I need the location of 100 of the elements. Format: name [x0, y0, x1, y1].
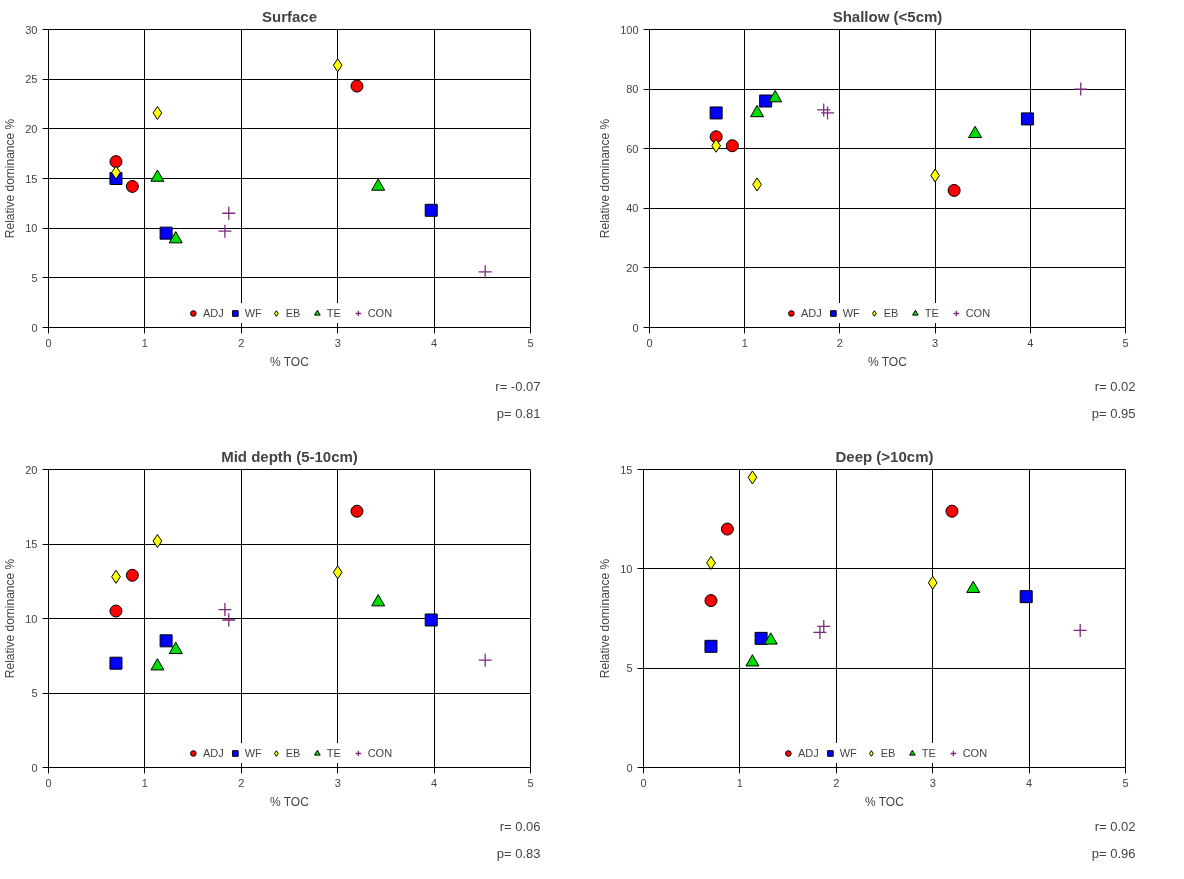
y-tick-label: 5 [31, 687, 38, 699]
x-tick-label: 3 [932, 336, 939, 349]
legend-label: EB [285, 307, 302, 319]
legend-label: WF [842, 307, 861, 319]
point [709, 106, 723, 120]
point [1073, 81, 1088, 97]
point [371, 594, 386, 607]
legend-label: CON [367, 747, 393, 759]
x-axis-title: % TOC [269, 794, 310, 809]
x-axis-title: % TOC [864, 794, 905, 809]
x-tick-label: 3 [334, 336, 341, 349]
point [945, 504, 959, 518]
point [109, 656, 123, 670]
legend-label: TE [921, 747, 937, 759]
point [168, 231, 183, 244]
legend-label: EB [880, 747, 897, 759]
x-tick-label: 5 [1122, 776, 1129, 789]
point [747, 470, 758, 485]
y-axis-title: Relative dominance % [598, 558, 613, 679]
x-axis-title: % TOC [269, 354, 310, 369]
legend-label: EB [285, 747, 302, 759]
point [217, 602, 233, 617]
point [350, 79, 364, 93]
text: p= 0.96 [1091, 845, 1136, 861]
point [1019, 590, 1033, 604]
point [478, 653, 493, 668]
point [725, 139, 739, 153]
y-tick-label: 5 [626, 662, 633, 675]
text: r= -0.07 [495, 378, 541, 394]
x-tick-label: 1 [736, 776, 743, 789]
legend-label: TE [924, 307, 940, 319]
text: r= 0.02 [1094, 378, 1136, 394]
y-tick-label: 0 [31, 321, 38, 334]
point [221, 612, 236, 628]
y-tick-label: 30 [25, 23, 38, 36]
point [720, 522, 734, 536]
chart-title: Mid depth (5-10cm) [221, 447, 358, 465]
y-tick-label: 40 [626, 202, 639, 215]
point [150, 169, 165, 182]
point [125, 179, 139, 193]
point [820, 105, 835, 121]
point [816, 102, 831, 118]
y-tick-label: 15 [620, 463, 633, 476]
point [152, 534, 163, 549]
x-tick-label: 1 [741, 336, 748, 349]
point [1020, 112, 1034, 126]
x-tick-label: 1 [141, 776, 148, 789]
y-axis-title: Relative dominance % [3, 558, 18, 679]
point [371, 178, 386, 191]
point [424, 203, 438, 217]
x-tick-label: 0 [45, 336, 52, 349]
legend-label: EB [883, 307, 900, 319]
text: p= 0.81 [496, 405, 541, 421]
point [947, 183, 961, 197]
point [125, 568, 139, 582]
y-tick-label: 10 [620, 562, 633, 575]
text: r= 0.02 [1094, 818, 1136, 834]
point [152, 105, 163, 120]
y-axis-title: Relative dominance % [3, 118, 18, 239]
point [478, 264, 493, 280]
x-tick-label: 4 [431, 776, 438, 789]
x-tick-label: 5 [527, 336, 534, 349]
x-tick-label: 3 [929, 776, 936, 789]
x-tick-label: 5 [527, 776, 534, 789]
point [966, 580, 981, 593]
x-tick-label: 4 [1026, 776, 1033, 789]
x-tick-label: 4 [1027, 336, 1034, 349]
point [745, 654, 760, 667]
point [168, 641, 183, 655]
legend-label: WF [244, 747, 263, 759]
point [927, 575, 938, 590]
point [332, 565, 343, 580]
y-tick-label: 10 [25, 222, 38, 235]
y-axis-title: Relative dominance % [598, 118, 613, 239]
x-tick-label: 0 [646, 336, 653, 349]
legend-label: ADJ [202, 307, 224, 319]
legend-label: CON [367, 307, 393, 319]
y-tick-label: 10 [25, 612, 38, 625]
legend-label: TE [326, 747, 342, 759]
legend-label: ADJ [797, 747, 819, 759]
point [221, 206, 236, 221]
point [968, 125, 983, 139]
x-tick-label: 4 [431, 336, 438, 349]
y-tick-label: 25 [25, 73, 38, 86]
y-tick-label: 20 [25, 463, 38, 476]
legend-label: TE [326, 307, 342, 319]
legend-label: WF [244, 307, 263, 319]
point [217, 224, 233, 239]
y-tick-label: 100 [620, 23, 639, 36]
y-tick-label: 20 [25, 122, 38, 135]
x-tick-label: 2 [836, 336, 843, 349]
point [704, 594, 718, 608]
point [763, 632, 778, 645]
y-tick-label: 15 [25, 172, 38, 185]
y-tick-label: 0 [632, 321, 639, 334]
point [350, 504, 364, 518]
y-tick-label: 20 [626, 261, 639, 274]
text: p= 0.95 [1091, 405, 1136, 421]
point [109, 604, 123, 618]
legend-label: CON [965, 307, 991, 319]
